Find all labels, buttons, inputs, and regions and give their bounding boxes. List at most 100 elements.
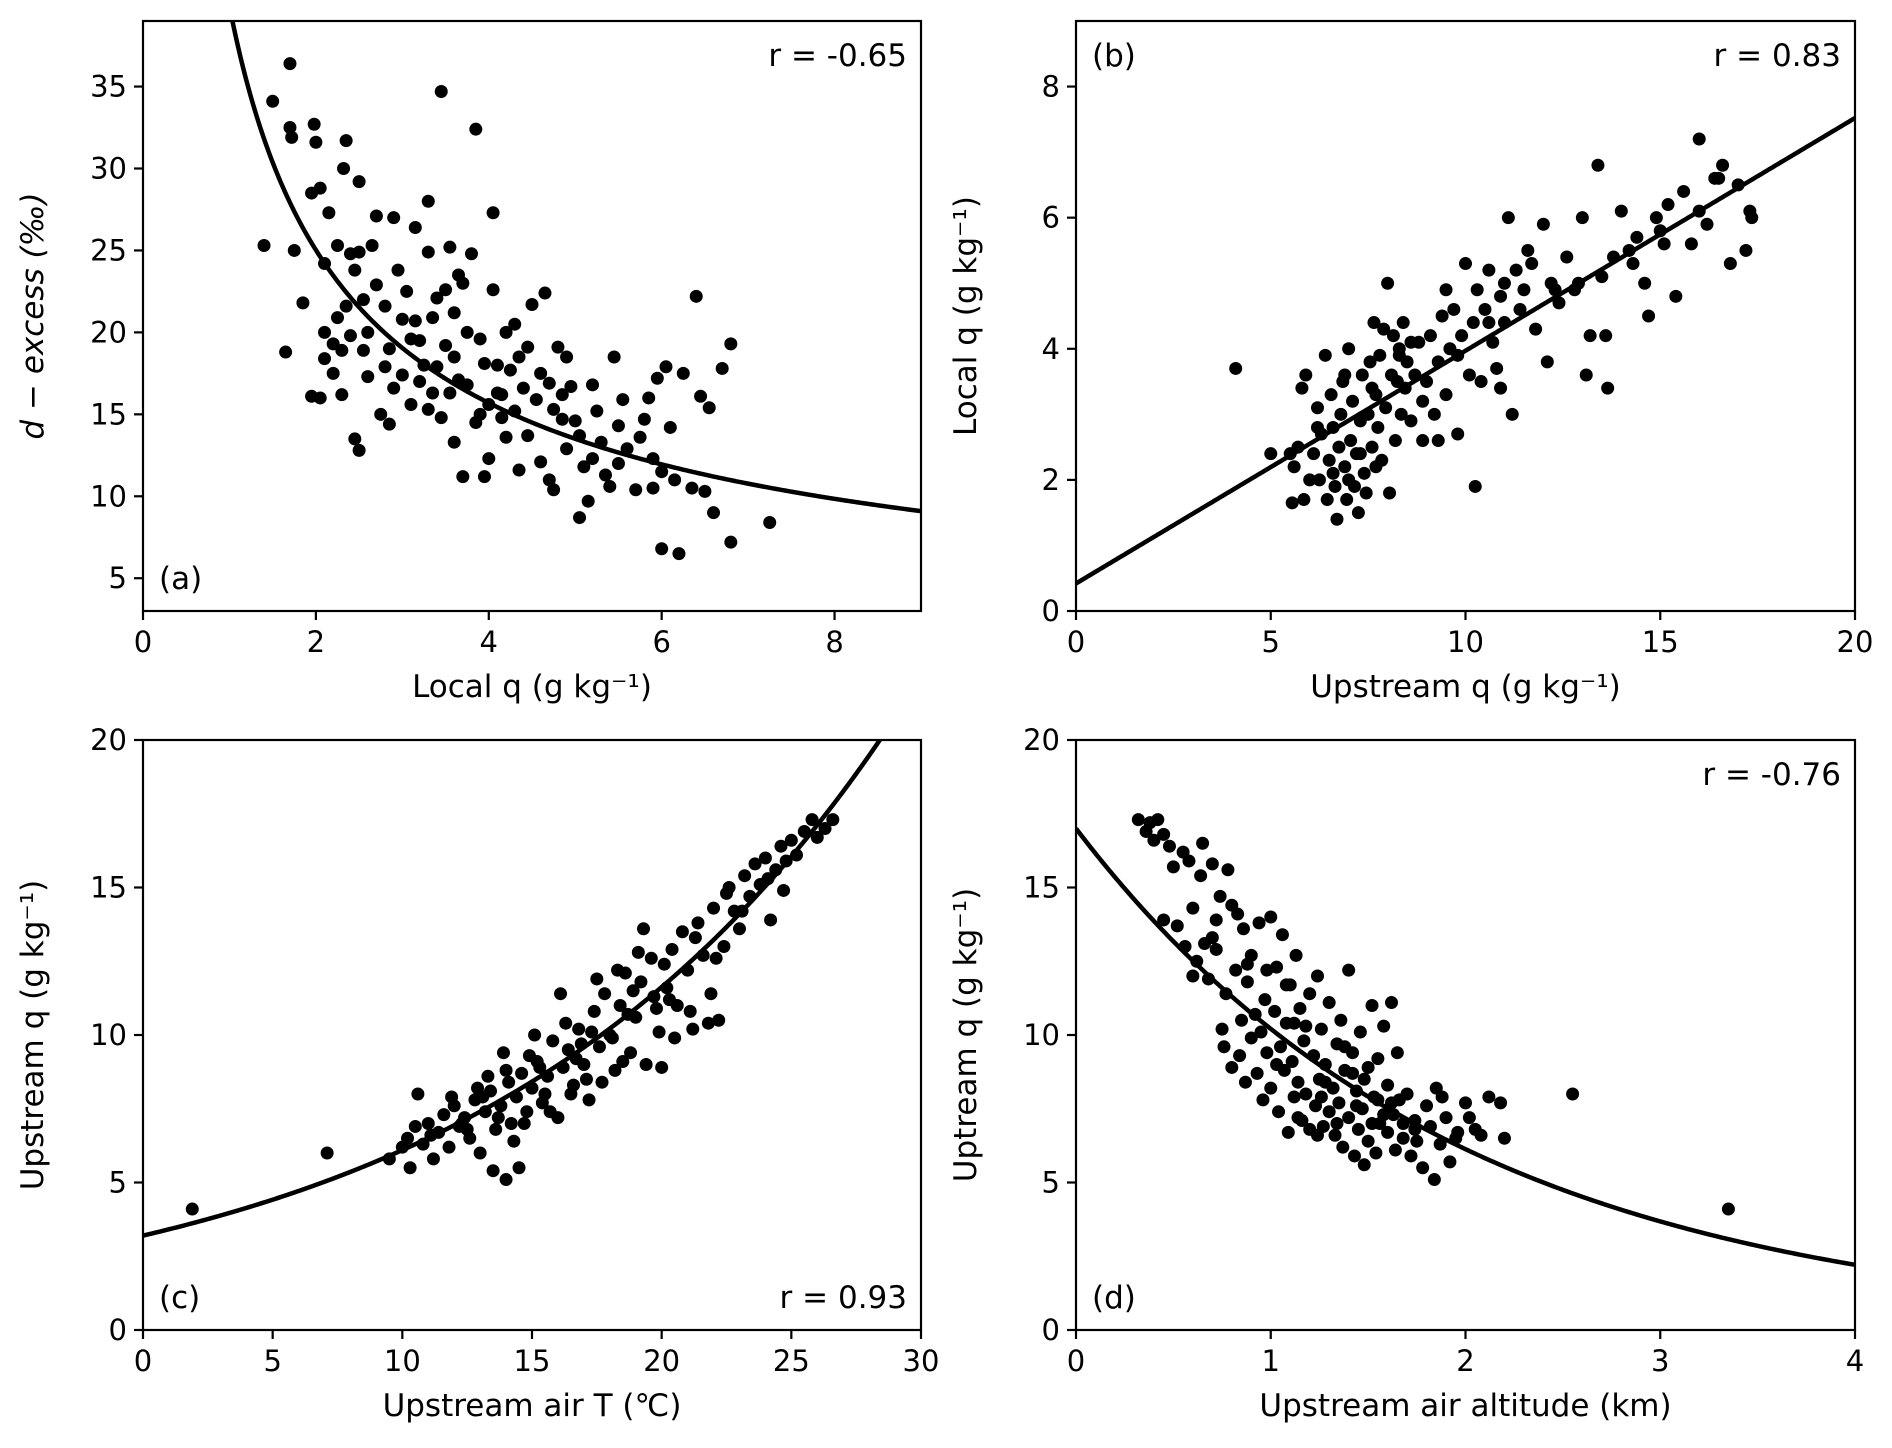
data-point <box>1657 237 1671 251</box>
data-point <box>668 1031 682 1045</box>
data-point <box>1332 1096 1346 1110</box>
data-point <box>1669 289 1683 303</box>
correlation-annotation: r = -0.76 <box>1702 757 1841 793</box>
data-point <box>1186 901 1200 915</box>
data-point <box>1285 496 1299 510</box>
x-tick-label: 6 <box>652 625 670 659</box>
data-point <box>1299 1087 1313 1101</box>
data-point <box>720 886 733 900</box>
data-point <box>1166 860 1180 874</box>
data-point <box>1684 237 1698 251</box>
data-point <box>382 342 396 356</box>
data-point <box>1258 993 1272 1007</box>
data-point <box>702 401 716 415</box>
data-point <box>1410 1134 1424 1148</box>
data-point <box>1151 813 1165 827</box>
data-point <box>590 404 604 418</box>
data-point <box>1273 1040 1287 1054</box>
data-point <box>573 511 587 525</box>
data-point <box>337 162 351 175</box>
data-point <box>426 1152 440 1166</box>
data-point <box>382 417 396 431</box>
data-point <box>1357 466 1371 480</box>
data-point <box>688 931 702 945</box>
x-tick-label: 0 <box>1067 1344 1085 1378</box>
data-point <box>616 1055 630 1069</box>
data-point <box>1723 257 1737 271</box>
data-point <box>1336 1140 1350 1154</box>
data-point <box>1599 329 1613 343</box>
data-point <box>1731 178 1745 192</box>
data-point <box>777 883 791 897</box>
data-point <box>309 135 323 149</box>
data-point <box>1677 184 1691 198</box>
data-point <box>1219 987 1233 1001</box>
data-point <box>434 84 448 98</box>
data-point <box>1383 486 1397 500</box>
data-point <box>1293 1001 1307 1015</box>
data-point <box>1332 440 1346 454</box>
data-point <box>1182 854 1196 868</box>
data-point <box>1250 1066 1264 1080</box>
data-point <box>663 420 677 434</box>
data-point <box>1196 836 1210 850</box>
data-point <box>1614 204 1628 218</box>
data-point <box>287 243 301 257</box>
data-point <box>1285 1055 1299 1069</box>
x-tick-label: 20 <box>1837 625 1874 659</box>
data-point <box>512 463 526 477</box>
data-point <box>1700 217 1714 231</box>
data-point <box>784 833 798 847</box>
data-point <box>644 951 658 965</box>
x-tick-label: 4 <box>480 625 498 659</box>
data-point <box>1351 506 1365 520</box>
x-tick-label: 5 <box>263 1344 281 1378</box>
x-tick-label: 25 <box>773 1344 810 1378</box>
data-point <box>424 1128 438 1142</box>
data-point <box>646 481 660 495</box>
data-point <box>521 429 535 443</box>
data-point <box>331 311 344 325</box>
data-point <box>1334 407 1348 421</box>
y-tick-label: 10 <box>90 479 127 513</box>
data-point <box>1361 1134 1375 1148</box>
data-point <box>1439 388 1453 402</box>
data-point <box>555 388 569 402</box>
data-point <box>1322 1105 1336 1119</box>
data-point <box>1357 1072 1371 1086</box>
panel-label: (a) <box>159 561 202 597</box>
data-point <box>717 940 731 953</box>
data-point <box>1346 394 1360 408</box>
data-point <box>1229 361 1243 375</box>
panel-label: (c) <box>159 1280 200 1316</box>
data-point <box>1279 978 1293 992</box>
data-point <box>1396 1131 1410 1145</box>
data-point <box>616 393 630 407</box>
data-point <box>455 1117 469 1130</box>
data-point <box>1384 996 1398 1010</box>
data-point <box>694 389 708 403</box>
data-point <box>1490 361 1504 375</box>
data-point <box>748 857 762 871</box>
data-point <box>631 945 645 959</box>
y-tick-label: 15 <box>90 871 127 905</box>
data-point <box>1233 1049 1247 1063</box>
data-point <box>1353 447 1367 461</box>
data-point <box>430 291 444 305</box>
data-point <box>356 293 370 307</box>
data-point <box>1264 910 1278 924</box>
data-point <box>573 429 587 443</box>
data-point <box>590 972 604 986</box>
data-point <box>1248 1007 1262 1021</box>
data-point <box>1369 1146 1383 1160</box>
data-point <box>587 1004 601 1018</box>
data-point <box>1252 916 1266 930</box>
x-axis-label: Upstream air T (℃) <box>383 1388 682 1424</box>
data-point <box>335 388 349 402</box>
data-point <box>473 407 487 421</box>
data-point <box>1494 289 1508 303</box>
data-point <box>1178 940 1192 953</box>
data-point <box>611 419 625 433</box>
data-point <box>1342 342 1356 356</box>
data-point <box>499 325 513 339</box>
